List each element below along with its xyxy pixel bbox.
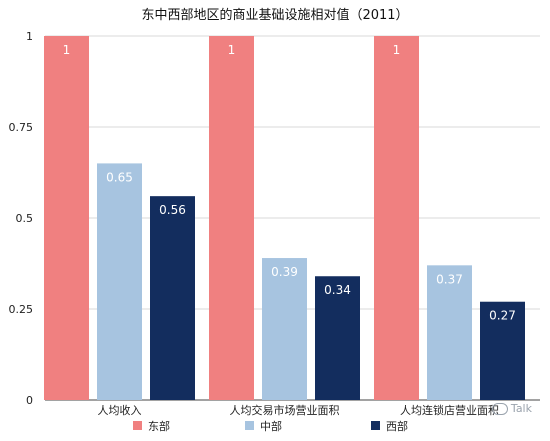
bar	[427, 265, 472, 400]
y-axis-ticks: 0 0.25 0.5 0.75 1	[9, 30, 34, 407]
x-category-label: 人均交易市场营业面积	[230, 403, 340, 417]
bar-data-label: 1	[63, 43, 71, 57]
chart-title: 东中西部地区的商业基础设施相对值（2011）	[141, 7, 408, 23]
bar	[44, 36, 89, 400]
y-tick-label: 1	[26, 30, 33, 43]
bar	[97, 163, 142, 400]
x-axis-category-labels: 人均收入 人均交易市场营业面积 人均连锁店营业面积	[98, 403, 500, 417]
x-category-label: 人均收入	[98, 403, 142, 417]
bar-data-label: 0.56	[159, 203, 186, 217]
y-tick-label: 0.5	[16, 212, 34, 225]
bar-data-label: 0.27	[489, 309, 516, 323]
legend-label: 西部	[386, 419, 408, 433]
y-tick-label: 0.75	[9, 121, 34, 134]
legend: 东部 中部 西部	[133, 419, 408, 433]
bar	[374, 36, 419, 400]
bar	[262, 258, 307, 400]
watermark: Talk	[491, 402, 532, 415]
chat-bubble-icon	[491, 403, 508, 415]
legend-swatch	[133, 421, 142, 430]
y-tick-label: 0	[26, 394, 33, 407]
y-tick-label: 0.25	[9, 303, 34, 316]
bar-data-label: 0.34	[324, 283, 351, 297]
bar	[480, 301, 525, 400]
bar-data-label: 1	[228, 43, 236, 57]
bar-data-label: 0.65	[106, 170, 133, 184]
watermark-text: Talk	[510, 402, 532, 415]
bar-data-label: 1	[393, 43, 401, 57]
legend-label: 中部	[260, 419, 282, 433]
legend-swatch	[371, 421, 380, 430]
bar	[209, 36, 254, 400]
bar-data-label: 0.37	[436, 272, 463, 286]
x-category-label: 人均连锁店营业面积	[400, 403, 499, 417]
bar	[315, 276, 360, 400]
bar	[150, 196, 195, 400]
legend-label: 东部	[148, 419, 170, 433]
bar-data-label: 0.39	[271, 265, 298, 279]
bars: 1 0.65 0.56 1 0.39 0.34 1 0.37 0.27	[44, 36, 525, 400]
legend-swatch	[245, 421, 254, 430]
